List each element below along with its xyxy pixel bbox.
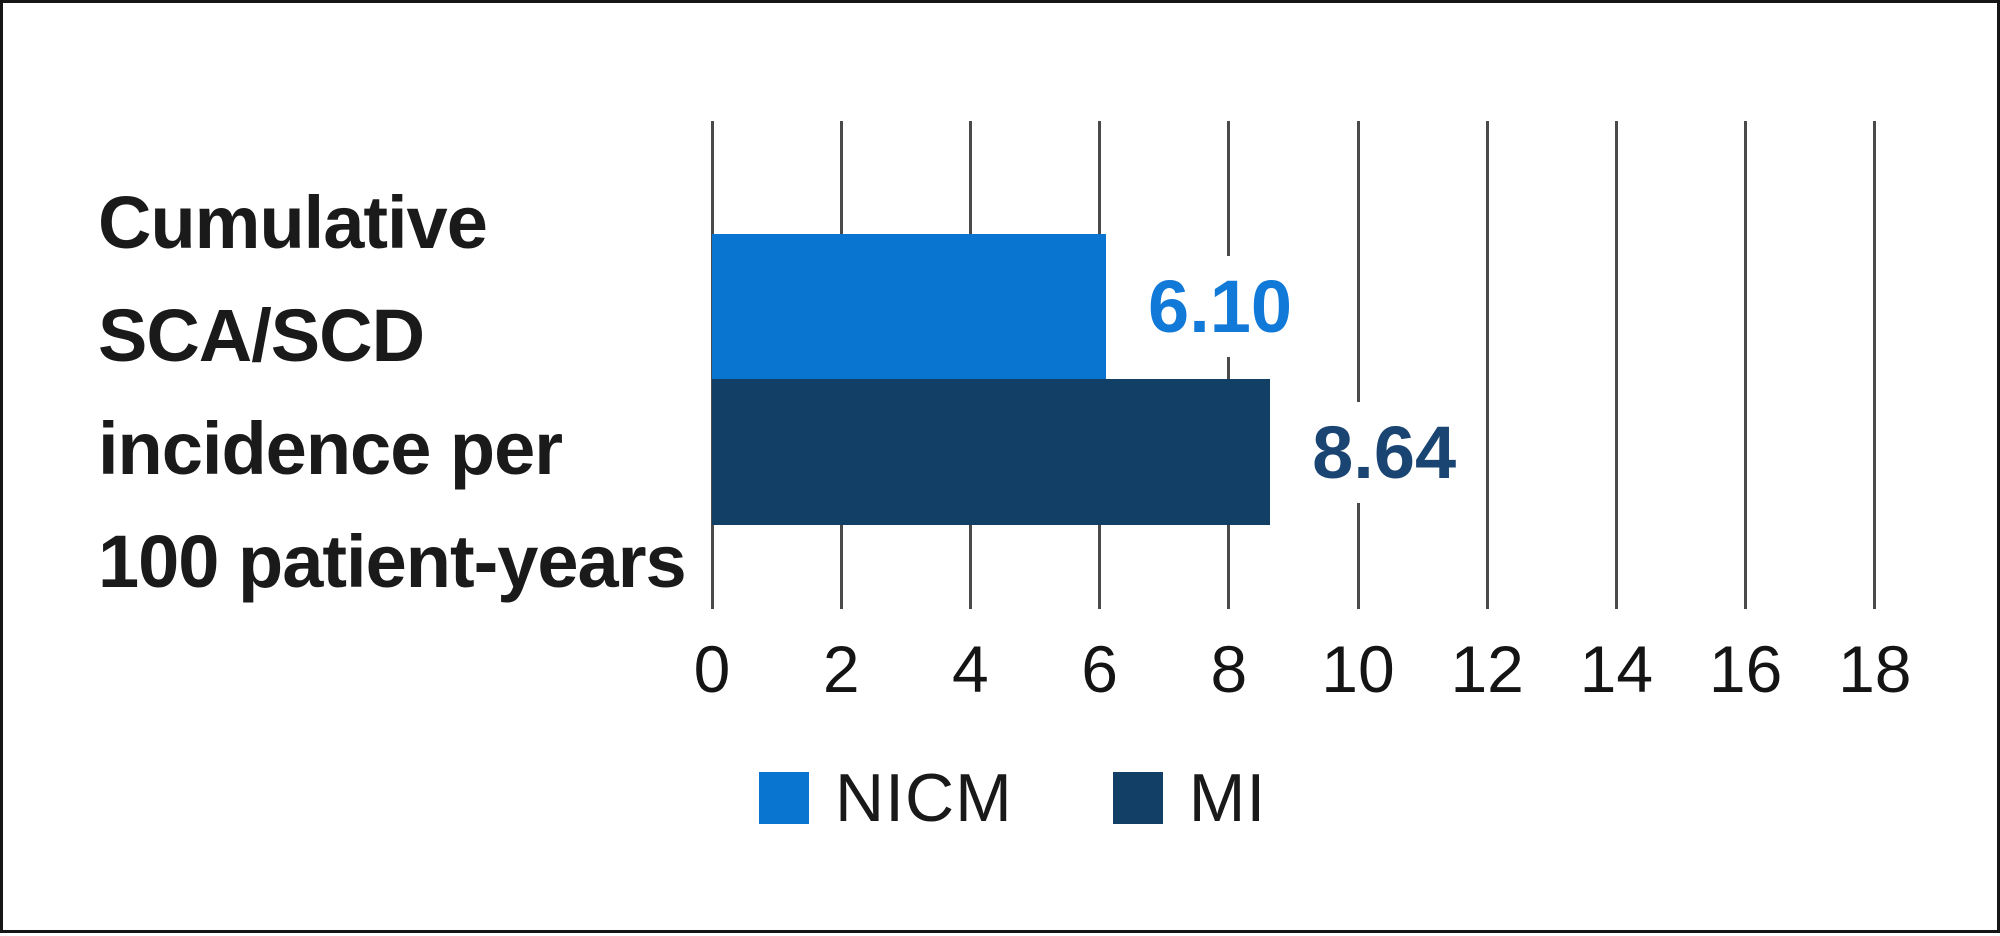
bar-nicm bbox=[712, 234, 1107, 379]
legend-swatch-nicm bbox=[759, 772, 809, 824]
x-tick-label-18: 18 bbox=[1838, 632, 1912, 706]
gridline-x-12 bbox=[1485, 121, 1489, 609]
x-tick-label-4: 4 bbox=[952, 632, 989, 706]
value-label-mi: 8.64 bbox=[1298, 379, 1471, 525]
legend-swatch-mi bbox=[1112, 772, 1163, 824]
x-tick-label-0: 0 bbox=[693, 632, 731, 706]
x-tick-label-16: 16 bbox=[1708, 632, 1783, 706]
x-tick-label-14: 14 bbox=[1579, 632, 1654, 706]
x-tick-label-2: 2 bbox=[822, 632, 860, 706]
legend-label-nicm: NICM bbox=[835, 760, 1013, 836]
x-tick-label-10: 10 bbox=[1321, 632, 1395, 706]
x-tick-label-6: 6 bbox=[1081, 632, 1118, 706]
x-tick-label-12: 12 bbox=[1450, 632, 1524, 706]
gridline-x-8 bbox=[1227, 121, 1231, 609]
legend-item-nicm: NICM bbox=[759, 759, 1013, 837]
legend-item-mi: MI bbox=[1112, 759, 1267, 837]
value-label-text: 8.64 bbox=[1298, 401, 1471, 503]
bar-mi bbox=[712, 379, 1271, 525]
legend: NICM MI bbox=[759, 759, 1266, 837]
gridline-x-16 bbox=[1744, 121, 1748, 609]
gridline-x-10 bbox=[1356, 121, 1360, 609]
value-label-nicm: 6.10 bbox=[1134, 234, 1307, 379]
value-label-text: 6.10 bbox=[1134, 256, 1307, 357]
gridline-x-14 bbox=[1614, 121, 1618, 609]
gridline-x-18 bbox=[1873, 121, 1877, 609]
legend-label-mi: MI bbox=[1188, 760, 1267, 836]
x-tick-label-8: 8 bbox=[1210, 632, 1248, 706]
plot-area: 6.10 8.64 0 2 4 6 8 10 12 14 16 18 bbox=[3, 3, 2000, 936]
chart-title: Cumulative SCA/SCD incidence per 100 pat… bbox=[98, 181, 687, 603]
